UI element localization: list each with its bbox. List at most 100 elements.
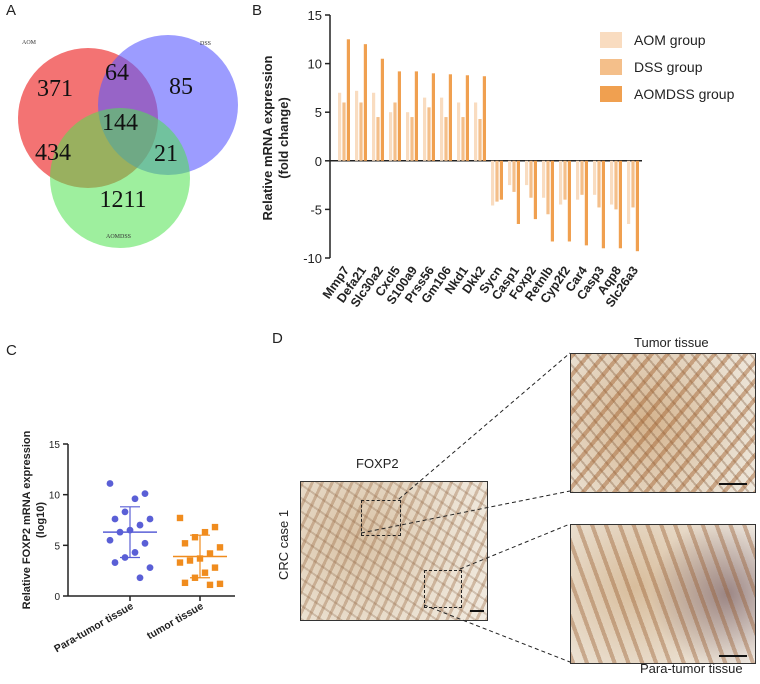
venn-count-aom-dss: 64 [105, 60, 129, 86]
venn-circle-aomdss [50, 108, 190, 248]
bar-nkd1-dss [461, 117, 465, 161]
bar-prss56-dss [427, 107, 431, 161]
venn-diagram: AOM DSS AOMDSS 371 64 85 144 434 21 1211 [18, 35, 238, 248]
data-point [186, 557, 194, 564]
data-point [121, 508, 129, 516]
data-point [176, 514, 184, 522]
tumor-tissue-image [570, 353, 756, 493]
y-tick-label: 5 [54, 541, 60, 552]
para-tumor-tissue-image [570, 524, 756, 664]
bar-slc26a3-dss [631, 160, 635, 208]
panel-label-d: D [272, 330, 283, 347]
data-point [191, 534, 199, 541]
bar-mmp7-dss [342, 102, 346, 161]
bar-dkk2-aom [474, 102, 478, 161]
legend-swatch [600, 32, 622, 48]
data-point [211, 523, 219, 531]
venn-label-aomdss: AOMDSS [106, 234, 131, 240]
data-point [131, 549, 139, 556]
y-tick-label: 15 [308, 8, 322, 23]
y-axis-label: Relative mRNA expression(fold change) [260, 55, 291, 220]
bar-sycn-aomdss [499, 160, 503, 200]
panel-label-c: C [6, 342, 17, 359]
para-tumor-tissue-label: Para-tumor tissue [640, 661, 743, 676]
bar-casp1-aomdss [516, 160, 520, 224]
bar-foxp2-aomdss [533, 160, 537, 220]
bar-casp1-dss [512, 160, 516, 192]
bar-mmp7-aom [338, 92, 342, 161]
bar-car4-aom [576, 160, 580, 200]
bar-cxcl5-aom [389, 112, 393, 161]
venn-label-dss: DSS [200, 41, 211, 47]
bar-prss56-aomdss [431, 73, 435, 161]
venn-count-aomdss-only: 1211 [99, 187, 146, 213]
bar-car4-aomdss [584, 160, 588, 246]
data-point [201, 569, 209, 576]
venn-count-dss-aomdss: 21 [154, 141, 178, 167]
y-tick-label: 10 [308, 57, 322, 72]
panel-label-b: B [252, 2, 263, 19]
bar-cyp2f2-aom [559, 160, 563, 205]
y-tick-label: 5 [315, 105, 322, 120]
data-point [146, 515, 154, 523]
panel-label-a: A [6, 2, 17, 19]
bar-sycn-aom [491, 160, 495, 206]
data-point [106, 480, 114, 487]
bar-slc30a2-dss [376, 117, 380, 161]
bar-car4-dss [580, 160, 584, 195]
bar-aqp8-aomdss [618, 160, 622, 249]
bar-dkk2-aomdss [482, 76, 486, 161]
data-point [216, 580, 224, 588]
stain-label: FOXP2 [356, 456, 399, 471]
y-tick-label: 0 [54, 592, 60, 603]
data-point [211, 564, 219, 571]
bar-retnlb-aomdss [550, 160, 554, 242]
venn-count-aom-aomdss: 434 [35, 140, 71, 166]
bar-gm106-aomdss [448, 74, 452, 161]
tumor-tissue-label: Tumor tissue [634, 335, 709, 350]
data-point [136, 521, 144, 529]
bar-casp3-aom [593, 160, 597, 195]
bar-gm106-dss [444, 117, 448, 161]
scale-bar [470, 610, 484, 612]
bar-nkd1-aomdss [465, 75, 469, 161]
bar-mmp7-aomdss [346, 39, 350, 161]
bar-defa21-dss [359, 102, 363, 161]
connector-line [360, 490, 571, 534]
connector-line [423, 604, 571, 663]
bar-nkd1-aom [457, 102, 461, 161]
legend-swatch [600, 86, 622, 102]
data-point [111, 515, 119, 523]
y-tick-label: -5 [310, 202, 322, 217]
chart-mrna-expression: -10 -5 0 5 10 15 Relative mRNA expression(fold… [260, 8, 735, 310]
venn-count-dss-only: 85 [169, 74, 193, 100]
bar-retnlb-dss [546, 160, 550, 215]
bar-defa21-aomdss [363, 44, 367, 161]
bar-retnlb-aom [542, 160, 546, 198]
bar-foxp2-aom [525, 160, 529, 186]
bar-aqp8-dss [614, 160, 618, 210]
bar-casp3-dss [597, 160, 601, 208]
data-point [216, 544, 224, 551]
data-point [206, 550, 214, 557]
bar-slc30a2-aom [372, 92, 376, 161]
legend-label: AOM group [634, 32, 706, 48]
y-tick-label: 10 [49, 491, 61, 502]
data-point [141, 490, 149, 498]
bar-foxp2-dss [529, 160, 533, 198]
data-point [201, 528, 209, 536]
data-point [111, 559, 119, 566]
connector-line [459, 523, 571, 570]
bar-casp1-aom [508, 160, 512, 186]
bar-aqp8-aom [610, 160, 614, 205]
bar-cyp2f2-dss [563, 160, 567, 200]
data-point [181, 579, 189, 587]
scale-bar [719, 483, 747, 485]
data-point [131, 495, 139, 503]
data-point [181, 540, 189, 547]
data-point [136, 574, 144, 582]
tumor-roi-box [361, 500, 401, 536]
bar-cxcl5-dss [393, 102, 397, 161]
